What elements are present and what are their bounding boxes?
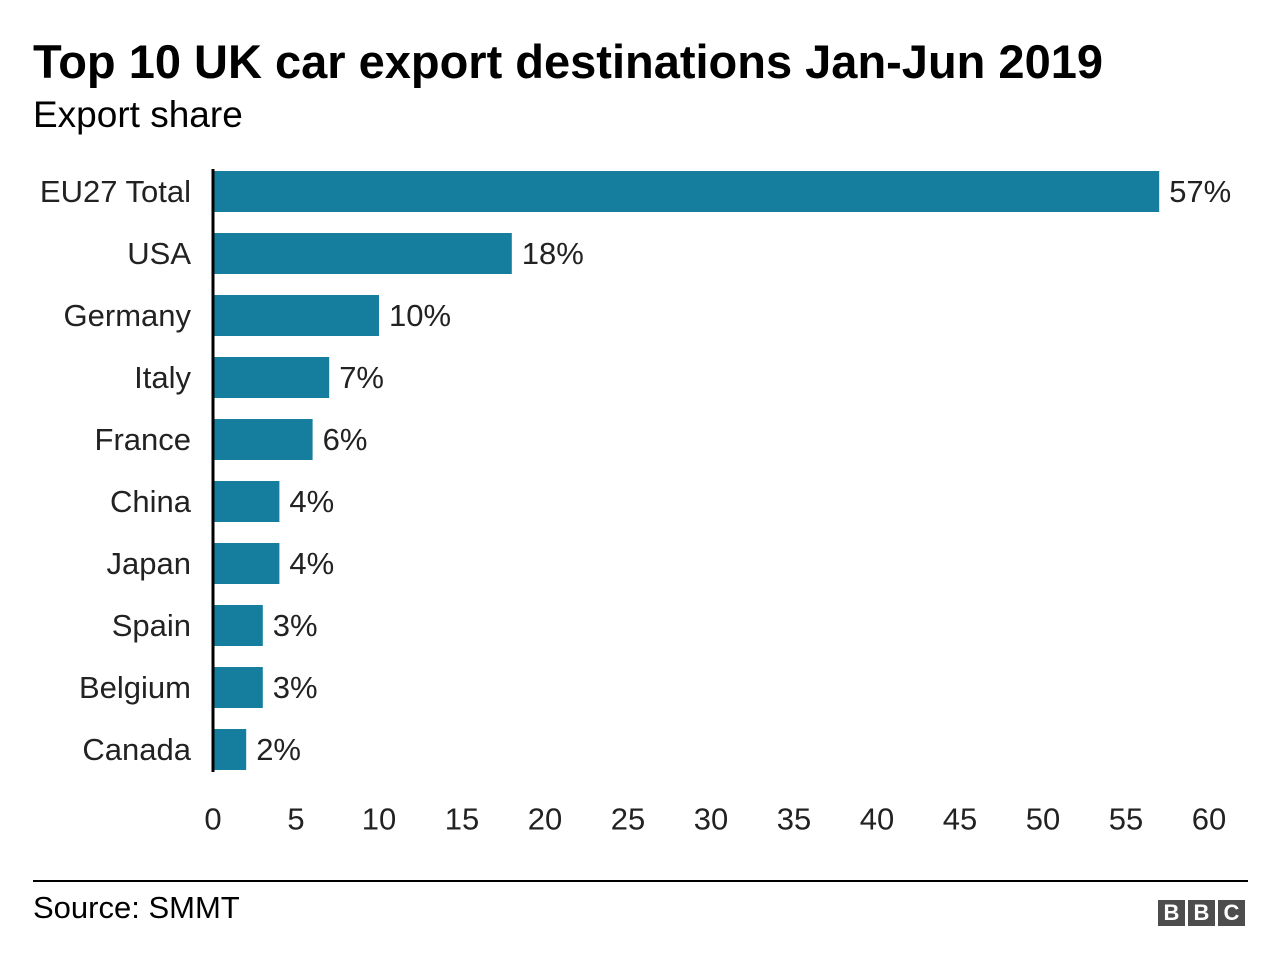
bar-germany xyxy=(213,295,379,336)
bar-belgium xyxy=(213,667,263,708)
bbc-logo: B B C xyxy=(1158,900,1245,926)
x-tick-label-40: 40 xyxy=(860,802,894,837)
data-label-belgium: 3% xyxy=(273,670,318,705)
bar-italy xyxy=(213,357,330,398)
bar-france xyxy=(213,419,313,460)
chart-title: Top 10 UK car export destinations Jan-Ju… xyxy=(33,35,1103,88)
category-label-canada: Canada xyxy=(82,732,191,767)
data-label-china: 4% xyxy=(289,484,334,519)
bar-spain xyxy=(213,605,263,646)
category-label-japan: Japan xyxy=(107,546,191,581)
data-label-usa: 18% xyxy=(522,236,584,271)
x-tick-label-45: 45 xyxy=(943,802,977,837)
data-label-germany: 10% xyxy=(389,298,451,333)
x-tick-label-60: 60 xyxy=(1192,802,1226,837)
footer-divider xyxy=(33,880,1248,882)
bar-usa xyxy=(213,233,512,274)
x-tick-label-20: 20 xyxy=(528,802,562,837)
x-tick-label-30: 30 xyxy=(694,802,728,837)
x-tick-label-50: 50 xyxy=(1026,802,1060,837)
bar-japan xyxy=(213,543,280,584)
bar-canada xyxy=(213,729,247,770)
bbc-logo-letter-b1: B xyxy=(1158,900,1185,926)
data-label-canada: 2% xyxy=(256,732,301,767)
x-tick-label-10: 10 xyxy=(362,802,396,837)
category-label-belgium: Belgium xyxy=(79,670,191,705)
bbc-logo-letter-b2: B xyxy=(1188,900,1215,926)
x-tick-label-0: 0 xyxy=(204,802,221,837)
category-label-usa: USA xyxy=(127,236,191,271)
data-label-france: 6% xyxy=(323,422,368,457)
source-note: Source: SMMT xyxy=(33,890,240,925)
x-tick-label-35: 35 xyxy=(777,802,811,837)
bar-eu27-total xyxy=(213,171,1160,212)
x-tick-label-15: 15 xyxy=(445,802,479,837)
category-label-eu27-total: EU27 Total xyxy=(40,174,191,209)
bar-chart: EU27 Total 57% USA 18% Germany 10% Italy 7% Fran… xyxy=(40,169,1231,837)
chart-subtitle: Export share xyxy=(33,94,243,135)
category-label-italy: Italy xyxy=(134,360,191,395)
x-tick-label-55: 55 xyxy=(1109,802,1143,837)
x-tick-label-25: 25 xyxy=(611,802,645,837)
data-label-spain: 3% xyxy=(273,608,318,643)
bar-china xyxy=(213,481,280,522)
category-label-france: France xyxy=(95,422,191,457)
data-label-italy: 7% xyxy=(339,360,384,395)
data-label-eu27-total: 57% xyxy=(1169,174,1231,209)
category-label-spain: Spain xyxy=(112,608,191,643)
data-label-japan: 4% xyxy=(289,546,334,581)
category-label-germany: Germany xyxy=(64,298,192,333)
category-label-china: China xyxy=(110,484,192,519)
bbc-logo-letter-c: C xyxy=(1218,900,1245,926)
x-tick-label-5: 5 xyxy=(287,802,304,837)
